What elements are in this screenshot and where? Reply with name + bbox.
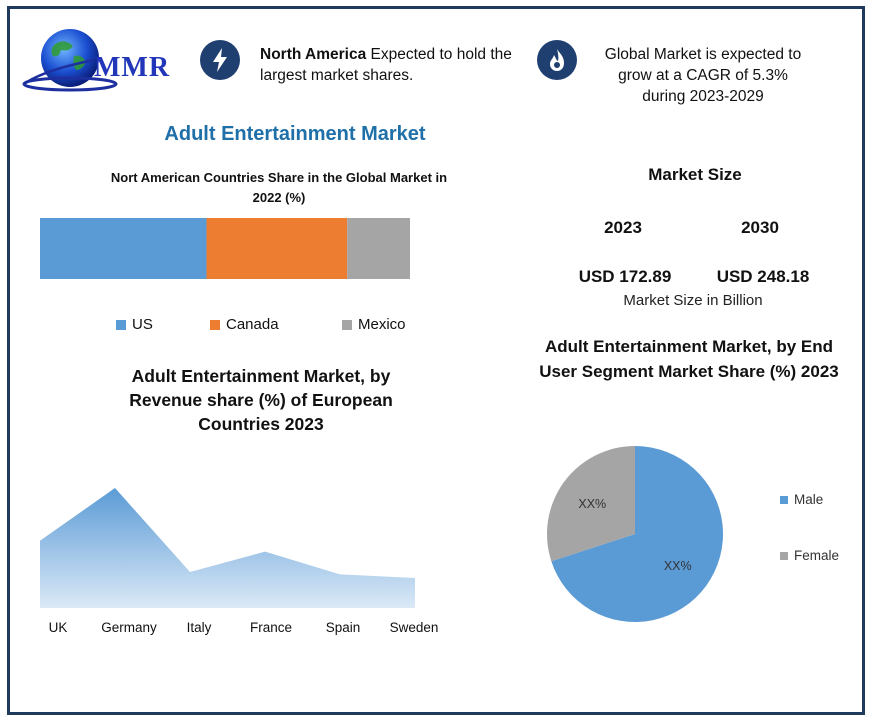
x-tick-uk: UK: [48, 620, 68, 635]
pie-legend-label-male: Male: [794, 492, 824, 507]
legend-label-us: US: [132, 316, 153, 333]
x-tick-italy: Italy: [186, 620, 212, 635]
info2-line3: during 2023-2029: [642, 88, 764, 105]
pie-data-label-female: XX%: [578, 497, 606, 511]
info-north-america: North America Expected to hold the large…: [260, 44, 520, 86]
market-size-title: Market Size: [648, 165, 742, 184]
x-tick-france: France: [249, 620, 293, 635]
bar-chart-title: Nort American Countries Share in the Glo…: [110, 170, 448, 205]
pie-legend-swatch-male: [780, 495, 788, 504]
pie-data-label-male: XX%: [664, 559, 692, 573]
year-2023: 2023: [604, 218, 642, 237]
bar-segment-us: [40, 218, 207, 279]
bar-segment-canada: [206, 218, 348, 279]
x-tick-sweden: Sweden: [389, 620, 439, 635]
legend-label-canada: Canada: [226, 316, 279, 333]
pie-chart-title: Adult Entertainment Market, by End User …: [539, 337, 839, 381]
legend-swatch-us: [116, 319, 126, 330]
market-value-2030: USD 248.18: [716, 267, 810, 286]
stacked-bar-chart: [40, 218, 410, 279]
logo-text: MMR: [94, 52, 171, 83]
outer-frame: [7, 6, 865, 715]
area-chart-title: Adult Entertainment Market, by Revenue s…: [129, 366, 393, 434]
x-tick-spain: Spain: [325, 620, 361, 635]
x-tick-germany: Germany: [101, 620, 157, 635]
info1-text: Expected to hold the largest market shar…: [260, 46, 512, 84]
legend-us: US: [116, 316, 153, 333]
mmr-logo: [22, 29, 118, 92]
pie-slice-female: [547, 446, 635, 562]
market-size-note: Market Size in Billion: [623, 292, 763, 309]
pie-legend-female: Female: [780, 548, 839, 563]
main-title: Adult Entertainment Market: [164, 123, 426, 145]
pie-chart: XX% XX%: [547, 446, 724, 622]
bar-segment-mexico: [347, 218, 410, 279]
legend-mexico: Mexico: [342, 316, 406, 333]
info1-bold: North America: [260, 46, 367, 63]
info2-line2: grow at a CAGR of 5.3%: [618, 67, 788, 84]
pie-slice-male: [551, 446, 724, 622]
area-chart: [40, 488, 415, 608]
legend-canada: Canada: [210, 316, 279, 333]
flame-icon: [537, 40, 577, 80]
pie-legend-label-female: Female: [794, 548, 840, 563]
legend-swatch-mexico: [342, 319, 352, 330]
legend-swatch-canada: [210, 319, 220, 330]
pie-legend-swatch-female: [780, 551, 788, 560]
info-cagr: Global Market is expected to grow at a C…: [588, 44, 818, 107]
info2-line1: Global Market is expected to: [604, 46, 802, 63]
legend-label-mexico: Mexico: [358, 316, 406, 333]
market-value-2023: USD 172.89: [578, 267, 672, 286]
lightning-icon: [200, 40, 240, 80]
pie-legend-male: Male: [780, 492, 823, 507]
area-series: [40, 488, 415, 608]
year-2030: 2030: [741, 218, 779, 237]
